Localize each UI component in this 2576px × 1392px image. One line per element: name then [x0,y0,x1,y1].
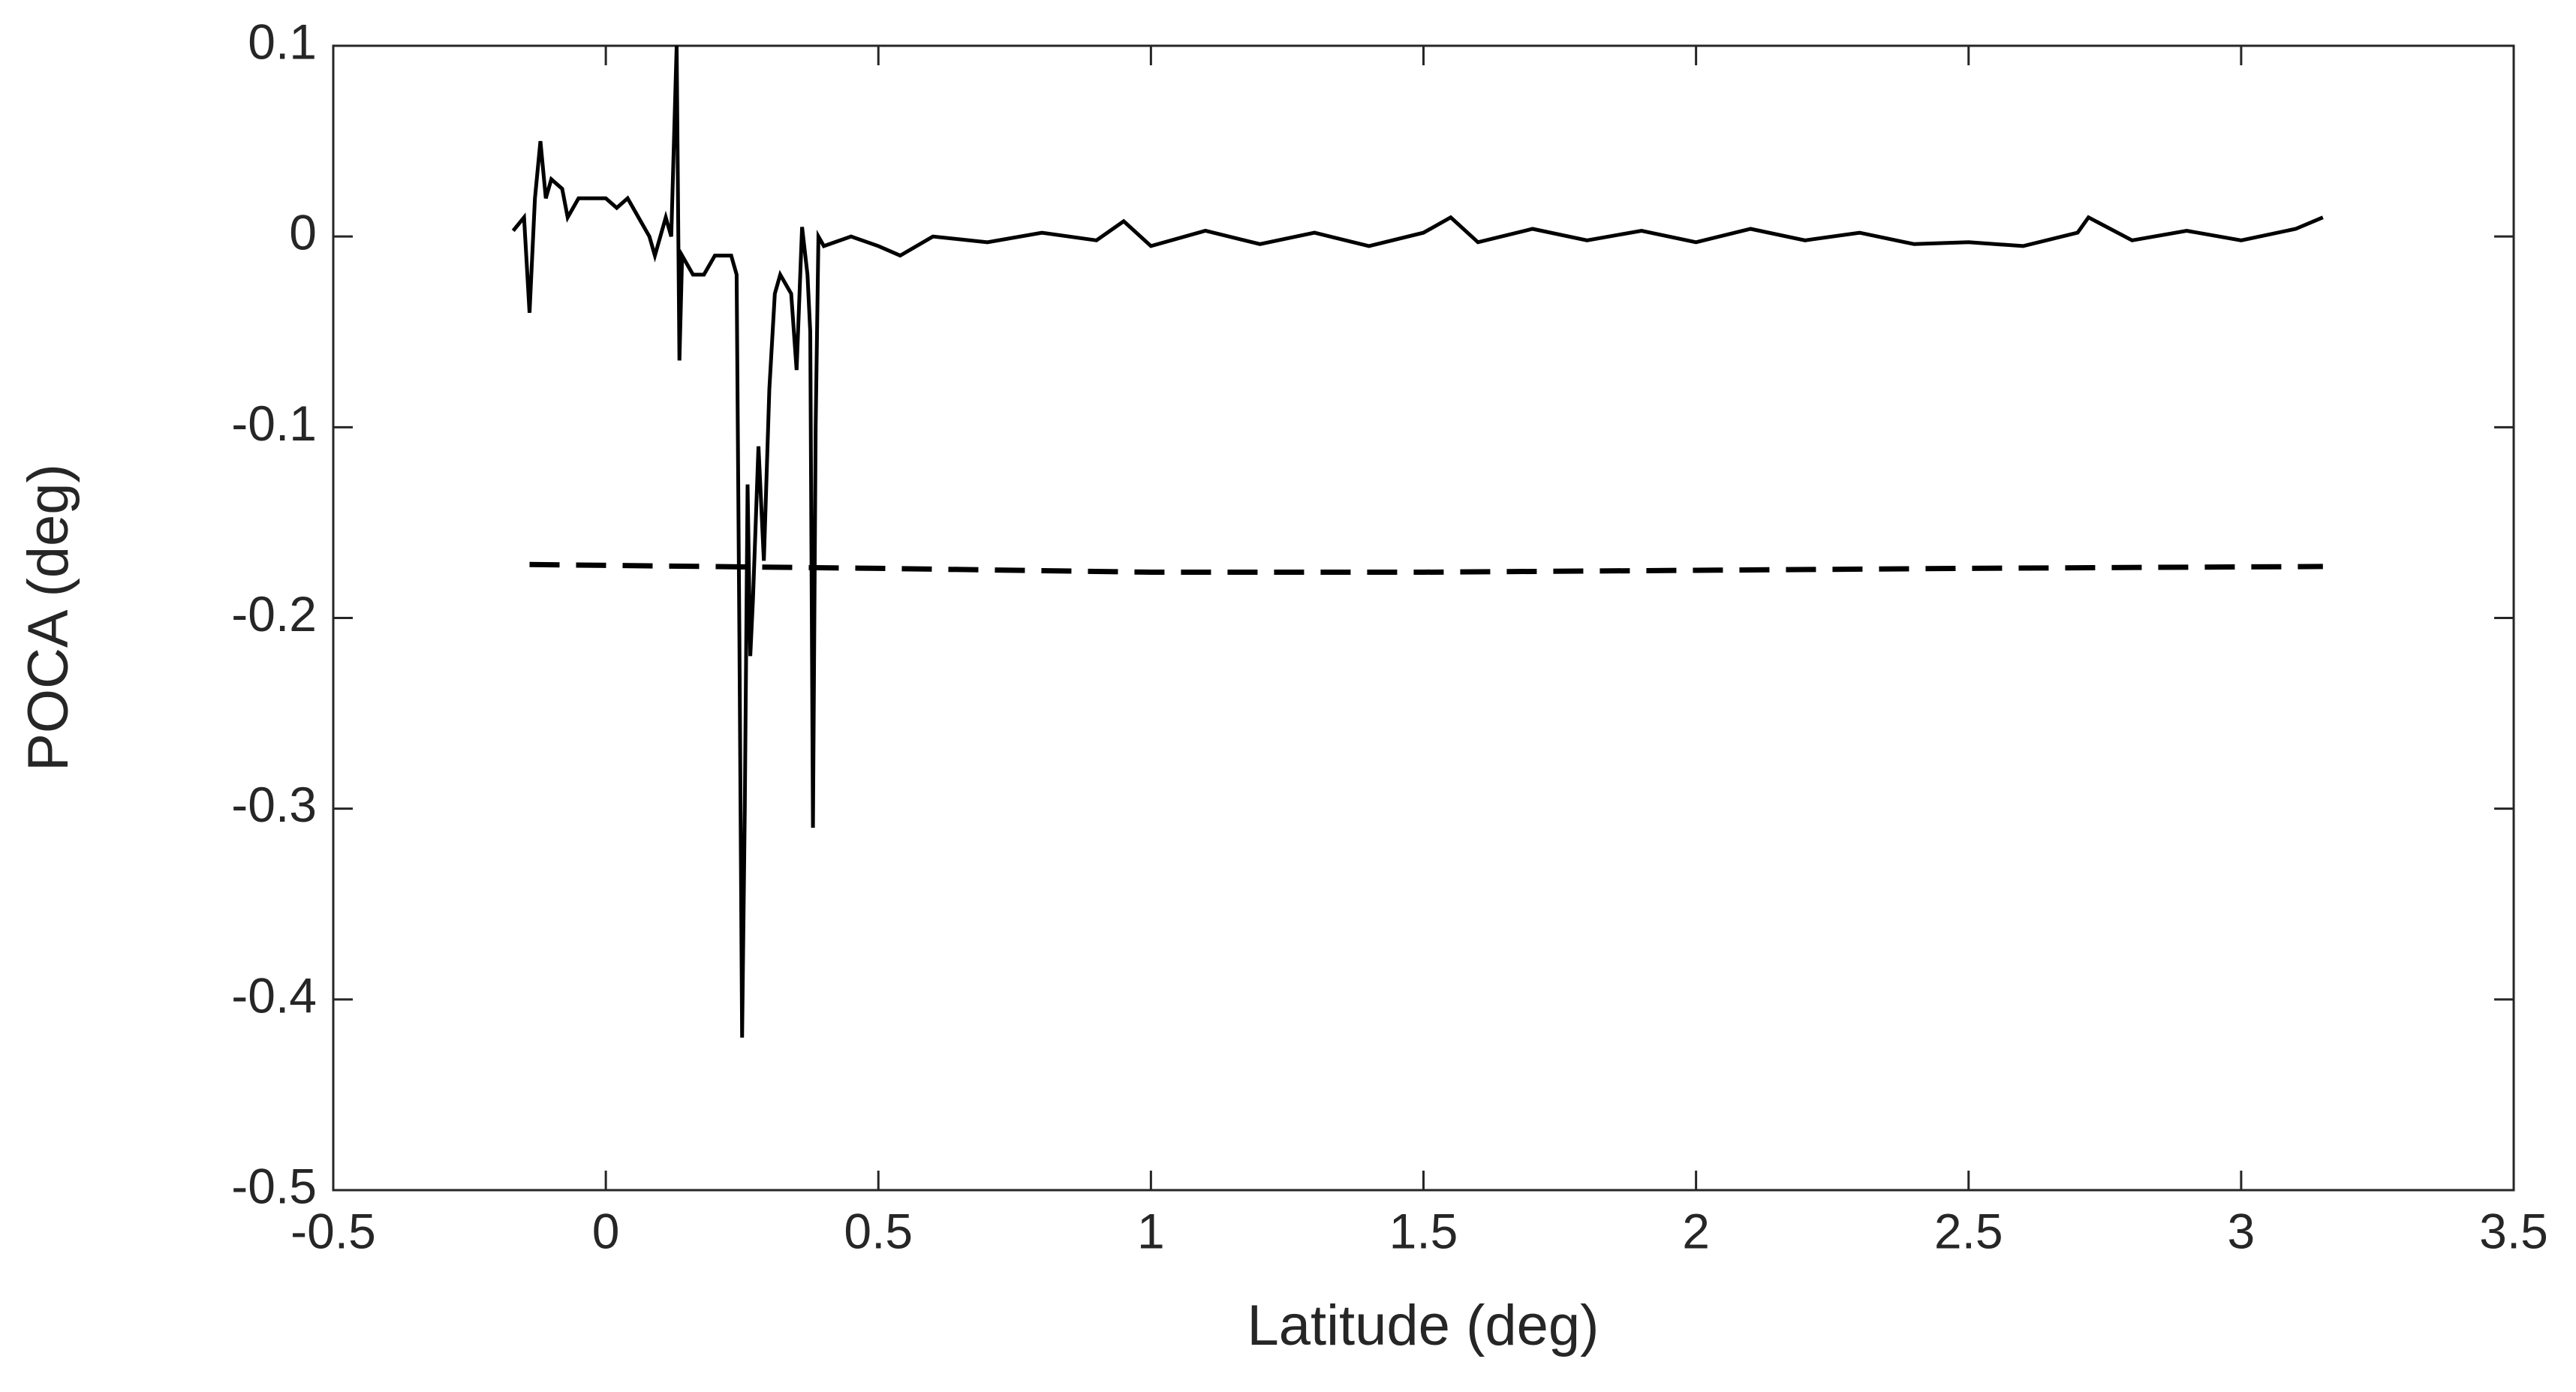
y-tick-label: -0.2 [231,586,317,642]
y-tick-label: -0.1 [231,395,317,451]
x-tick-label: 1.5 [1389,1203,1458,1258]
x-tick-label: 1 [1137,1203,1165,1258]
plot-box [332,44,2515,1192]
y-tick-label: 0.1 [248,14,317,69]
x-tick-label: 0 [592,1203,620,1258]
dashed-line [529,561,2323,575]
y-tick-label: -0.4 [231,967,317,1023]
y-tick-label: -0.5 [231,1158,317,1213]
x-tick-label: 3 [2228,1203,2256,1258]
y-tick-label: -0.3 [231,777,317,832]
y-axis-label: POCA (deg) [17,464,80,771]
y-tick-label: 0 [289,205,317,260]
x-tick-label: 2 [1682,1203,1710,1258]
x-axis-label: Latitude (deg) [1247,1294,1599,1357]
data-line [511,45,2324,1038]
x-tick-label: 3.5 [2479,1203,2548,1258]
x-tick-label: 2.5 [1934,1203,2003,1258]
x-tick-label: -0.5 [290,1203,376,1258]
x-tick-label: 0.5 [844,1203,913,1258]
